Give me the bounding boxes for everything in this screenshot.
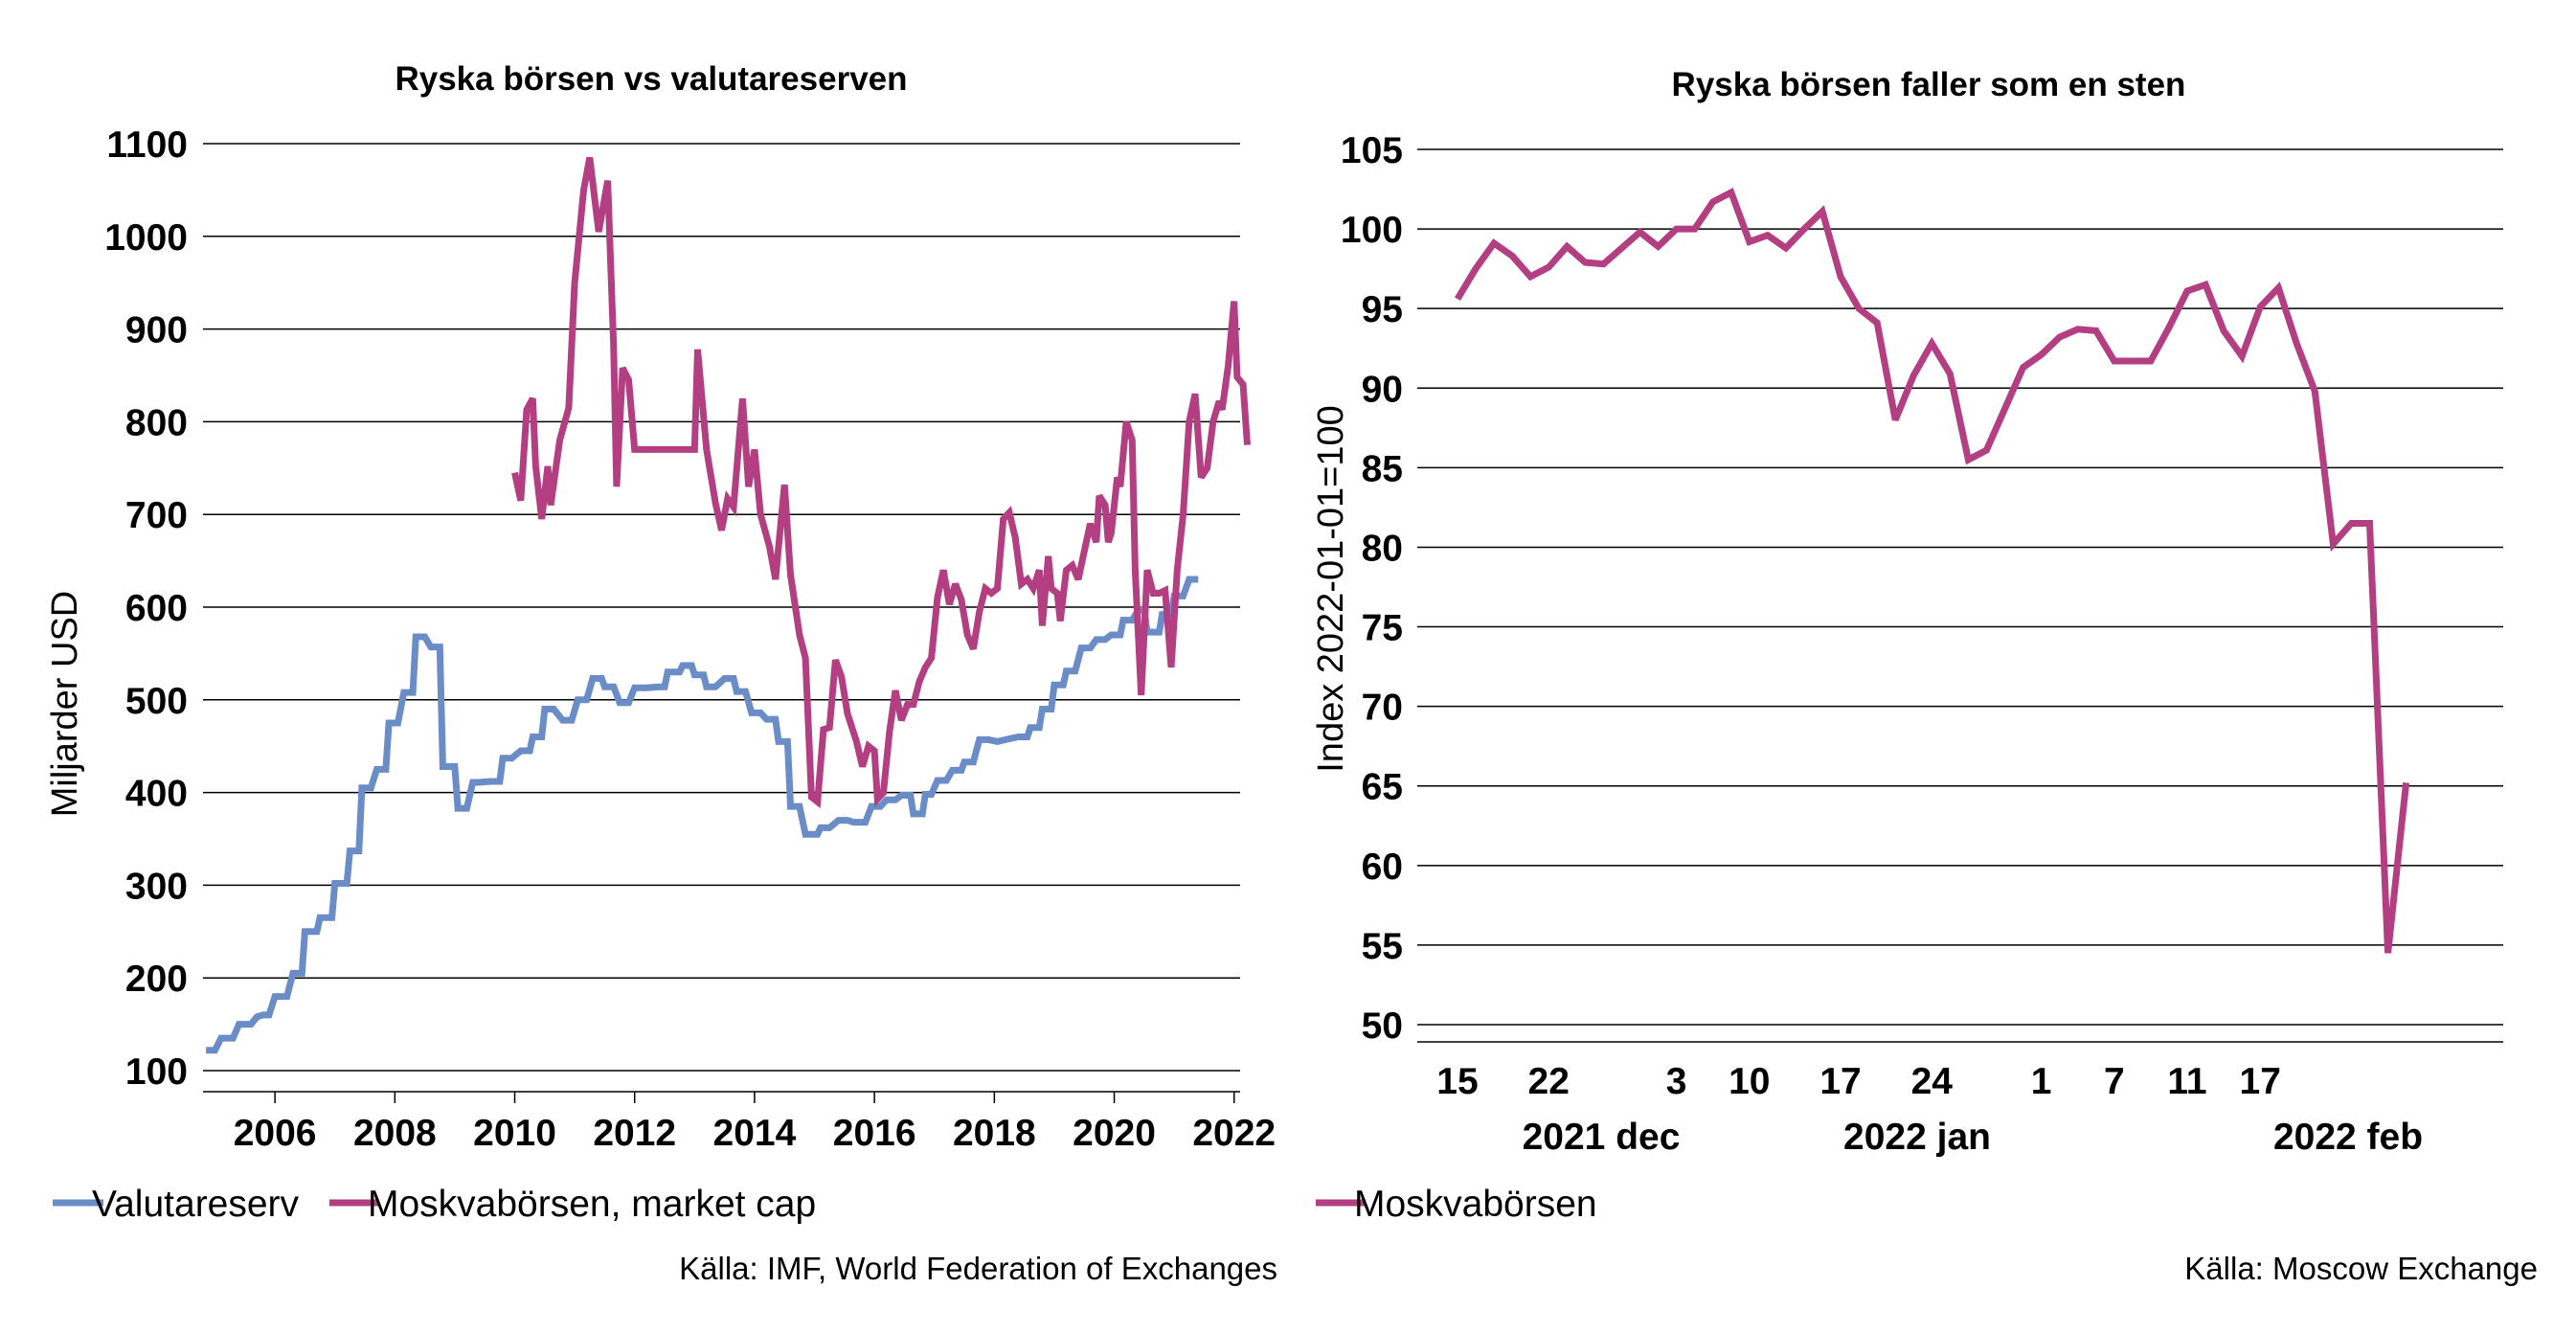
left-y-tick-labels: 100 200 300 400 500 600 700 800 900 1000 1100: [104, 124, 188, 1093]
right-y-tick-label: 65: [1362, 767, 1403, 808]
left-y-tick-label: 300: [125, 866, 188, 907]
right-series-line-moskvaborsen: [1455, 187, 2410, 954]
left-x-tick-label: 2022: [1192, 1113, 1276, 1154]
right-y-tick-label: 75: [1362, 608, 1403, 649]
right-y-tick-labels: 50 55 60 65 70 75 80 85 90 95 100 105: [1341, 130, 1403, 1047]
left-legend: Valutareserv Moskvabörsen, market cap: [53, 1184, 816, 1225]
left-y-tick-label: 1100: [106, 124, 188, 166]
left-chart-title: Ryska börsen vs valutareserven: [395, 60, 907, 98]
right-y-axis-label: Index 2022-01-01=100: [1311, 405, 1351, 773]
left-y-tick-label: 1000: [104, 217, 188, 259]
right-y-tick-label: 95: [1362, 289, 1403, 330]
right-x-group-label: 2022 jan: [1843, 1117, 1991, 1158]
right-x-tick-label: 22: [1528, 1061, 1570, 1102]
right-gridlines: [1417, 148, 2503, 1043]
left-x-tick-label: 2014: [713, 1113, 797, 1154]
right-y-tick-label: 105: [1341, 130, 1403, 171]
right-x-tick-label: 11: [2167, 1061, 2206, 1102]
left-source-note: Källa: IMF, World Federation of Exchange…: [679, 1251, 1277, 1286]
right-y-tick-label: 85: [1362, 448, 1403, 489]
left-x-tick-label: 2020: [1073, 1113, 1156, 1154]
right-legend: Moskvabörsen: [1316, 1184, 1597, 1225]
right-x-tick-label: 17: [2240, 1061, 2281, 1102]
left-y-axis-label: Miljarder USD: [45, 591, 85, 817]
right-x-tick-label: 7: [2104, 1061, 2125, 1102]
right-x-group-label: 2021 dec: [1523, 1117, 1681, 1158]
right-y-tick-label: 90: [1362, 369, 1403, 410]
left-y-tick-label: 200: [125, 959, 188, 1000]
left-y-tick-label: 600: [125, 588, 188, 629]
right-x-group-label: 2022 feb: [2273, 1117, 2423, 1158]
left-y-tick-label: 800: [125, 402, 188, 443]
legend-label-moskvaborsen: Moskvabörsen: [1354, 1184, 1597, 1225]
left-x-tick-label: 2010: [473, 1113, 556, 1154]
left-y-tick-label: 700: [125, 495, 188, 536]
left-gridlines: [203, 143, 1240, 1093]
right-y-tick-label: 80: [1362, 528, 1403, 569]
right-x-tick-label: 10: [1729, 1061, 1770, 1102]
left-x-tick-label: 2018: [953, 1113, 1036, 1154]
left-y-tick-label: 100: [125, 1051, 188, 1093]
left-series-lines: [206, 156, 1251, 1054]
right-y-tick-label: 60: [1362, 847, 1403, 888]
right-y-tick-label: 55: [1362, 926, 1403, 967]
right-x-tick-labels: 15 22 3 10 17 24 1 7 11 17: [1436, 1061, 2281, 1102]
right-chart-title: Ryska börsen faller som en sten: [1672, 66, 2186, 103]
left-x-tick-label: 2006: [234, 1113, 317, 1154]
right-series-lines: [1455, 187, 2410, 954]
right-x-tick-label: 15: [1436, 1061, 1478, 1102]
left-x-tick-label: 2008: [353, 1113, 437, 1154]
legend-label-moskvaborsen-market-cap: Moskvabörsen, market cap: [368, 1184, 816, 1225]
left-chart: Ryska börsen vs valutareserven 100 200 300…: [45, 60, 1277, 1286]
right-x-tick-label: 17: [1819, 1061, 1861, 1102]
left-series-line-moskvaborsen-market-cap: [511, 156, 1251, 809]
right-x-tick-label: 1: [2031, 1061, 2052, 1102]
right-x-group-labels: 2021 dec 2022 jan 2022 feb: [1523, 1117, 2423, 1158]
left-series-line-valutareserv: [206, 576, 1199, 1054]
right-x-tick-label: 3: [1666, 1061, 1687, 1102]
right-y-tick-label: 70: [1362, 688, 1403, 729]
left-x-tick-label: 2016: [833, 1113, 916, 1154]
right-chart: Ryska börsen faller som en sten 50 55 60 65…: [1311, 66, 2538, 1286]
right-x-tick-label: 24: [1911, 1061, 1954, 1102]
right-source-note: Källa: Moscow Exchange: [2184, 1251, 2538, 1286]
legend-label-valutareserv: Valutareserv: [92, 1184, 300, 1225]
left-y-tick-label: 400: [125, 774, 188, 815]
left-x-tick-label: 2012: [593, 1113, 676, 1154]
left-y-tick-label: 900: [125, 310, 188, 351]
left-x-tick-labels: 2006 2008 2010 2012 2014 2016 2018 2020 2022: [234, 1092, 1276, 1154]
left-y-tick-label: 500: [125, 681, 188, 722]
right-y-tick-label: 100: [1341, 210, 1403, 251]
right-y-tick-label: 50: [1362, 1005, 1403, 1047]
